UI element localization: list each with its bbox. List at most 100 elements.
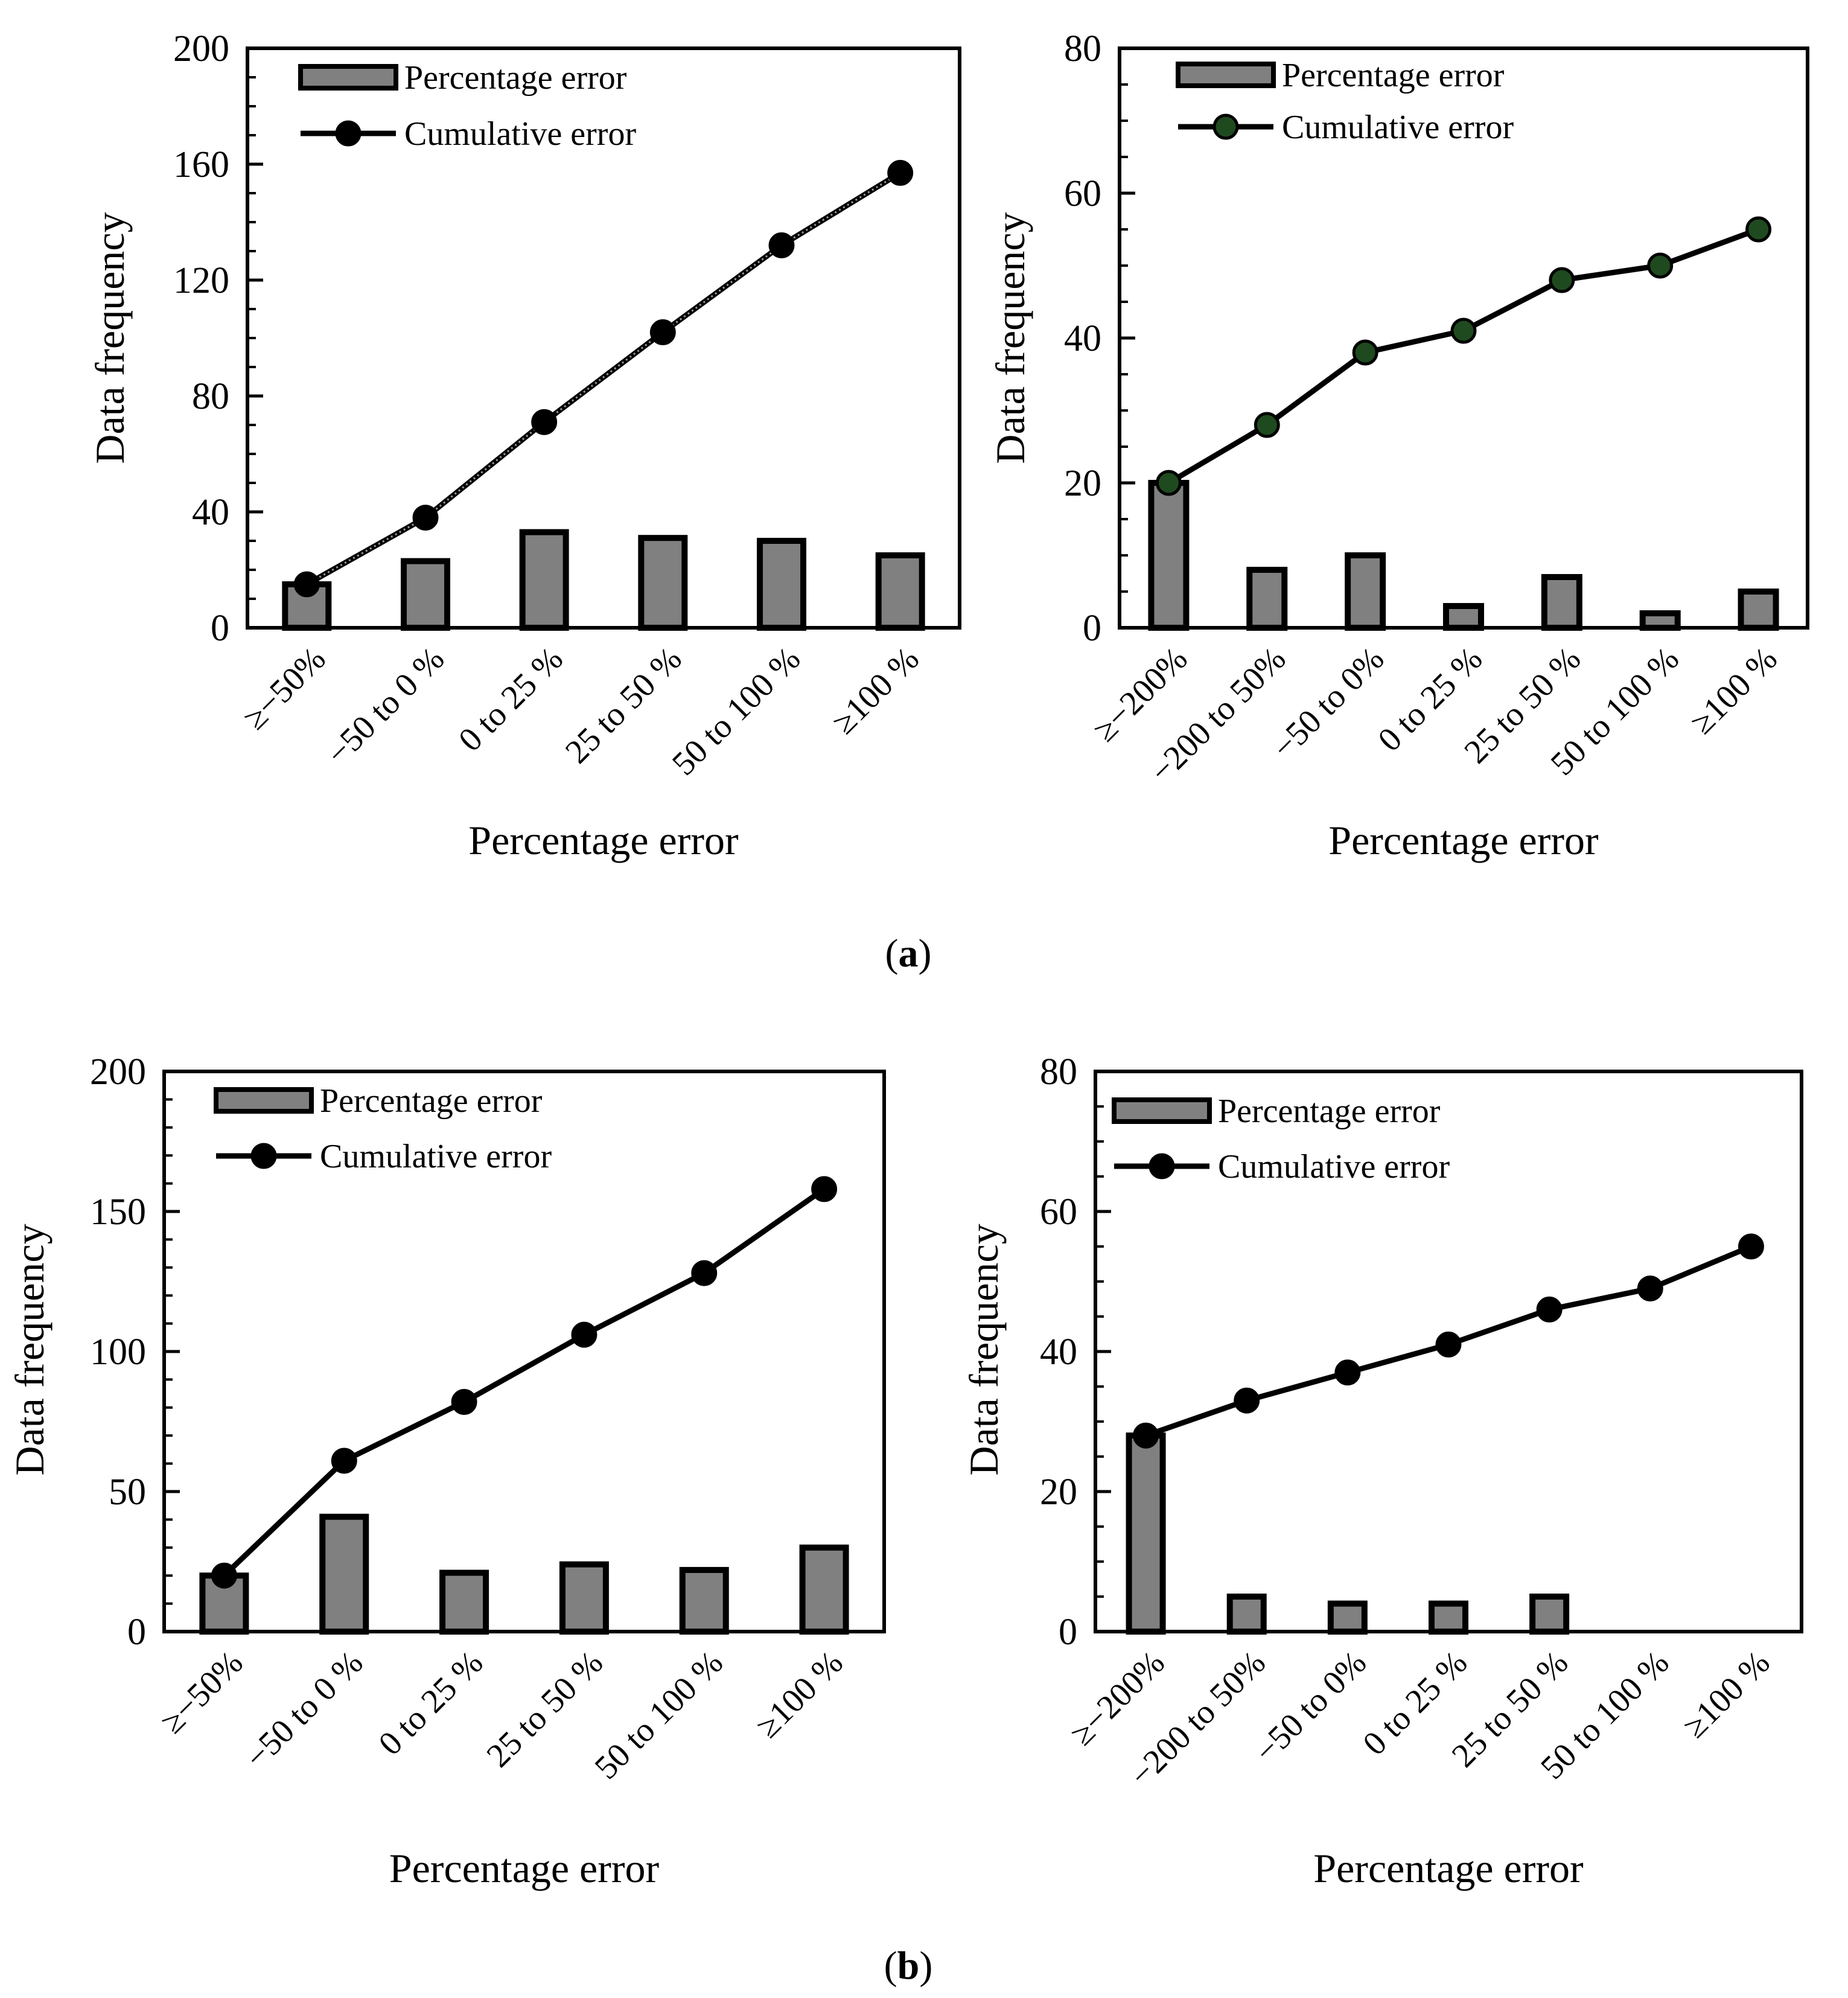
cumulative-point [211,1562,237,1589]
cumulative-point [1450,318,1477,344]
legend: Percentage error Cumulative error [214,1082,552,1175]
cumulative-point [1254,412,1280,438]
panel-label-b: (b) [884,1944,933,1988]
bar [519,529,569,631]
cumulative-point [1234,1387,1260,1414]
cumulative-point [1155,470,1182,496]
y-tick-label: 0 [127,1612,146,1653]
cumulative-point [331,1447,357,1474]
bar [559,1561,609,1635]
bar [1327,1600,1368,1635]
cumulative-point [293,571,320,598]
y-axis-title: Data frequency [7,1224,53,1475]
legend: Percentage error Cumulative error [1176,57,1514,146]
legend-label: Percentage error [1282,57,1505,94]
cumulative-point [1647,252,1674,279]
bar [1246,567,1288,631]
x-category-label: 0 to 25 % [451,640,570,759]
legend-label: Percentage error [1218,1093,1441,1130]
bar [875,552,925,631]
y-tick-label: 0 [211,608,229,649]
x-category-label: 50 to 100 % [665,640,808,782]
y-axis-title: Data frequency [961,1224,1007,1475]
cumulative-point [1133,1422,1159,1449]
bar [1529,1594,1570,1635]
legend-label: Cumulative error [320,1138,552,1175]
legend-label: Cumulative error [404,115,636,153]
x-category-label: ≥−50% [236,640,333,736]
x-axis-title: Percentage error [468,817,739,863]
bar [799,1544,849,1635]
y-axis-title: Data frequency [87,212,133,464]
cumulative-point [1334,1359,1361,1386]
legend-swatch-bar [298,64,398,91]
x-category-label: 25 to 50 % [480,1644,611,1775]
x-category-label: ≥−50% [153,1644,250,1740]
cumulative-point [1745,216,1772,243]
y-tick-label: 80 [1040,1052,1077,1093]
y-tick-label: 50 [109,1472,146,1513]
x-axis-title: Percentage error [1328,817,1599,863]
bar [1443,603,1484,631]
x-category-label: ≥100 % [749,1644,850,1745]
panel-label-a: (a) [885,931,932,975]
y-tick-label: 60 [1064,173,1101,214]
cumulative-point [1435,1331,1462,1358]
legend-swatch-bar [214,1087,314,1114]
x-category-label: −50 to 0% [1247,1644,1374,1770]
x-category-label: 0 to 25 % [372,1644,491,1763]
legend: Percentage error Cumulative error [298,59,636,153]
cumulative-point [1352,339,1378,366]
chart-b-left: 0 50 100 150 200 ≥−50%−50 to 0 % 0 to 25 %25 t… [7,1052,886,1891]
legend-swatch-marker [1212,113,1239,140]
y-tick-label: 150 [90,1192,146,1233]
cumulative-point [811,1176,838,1202]
cumulative-point [412,505,439,531]
legend: Percentage error Cumulative error [1112,1093,1450,1186]
legend-swatch-marker [335,120,362,147]
cumulative-line [305,170,902,587]
bar [1148,480,1190,631]
x-category-label: −50 to 0 % [238,1644,370,1776]
cumulative-point [691,1260,718,1286]
y-tick-label: 60 [1040,1192,1077,1233]
cumulative-point [451,1389,477,1416]
bar [1429,1600,1468,1635]
x-axis-title: Percentage error [389,1845,660,1891]
bar [319,1513,369,1635]
x-category-label: ≥100 % [1676,1644,1777,1745]
y-tick-label: 80 [192,376,229,417]
y-tick-label: 200 [173,28,229,69]
x-category-label: ≥100 % [1683,640,1785,741]
cumulative-point [768,232,795,258]
bar [679,1566,729,1635]
legend-swatch-marker [250,1143,277,1169]
y-tick-label: 0 [1083,608,1101,649]
bar [439,1569,489,1635]
cumulative-line-pattern [306,172,901,586]
bar [401,558,450,631]
y-tick-label: 40 [192,492,229,533]
cumulative-point [1549,267,1575,293]
legend-swatch-bar [1112,1097,1212,1124]
bar [1226,1594,1267,1635]
y-tick-label: 100 [90,1332,146,1373]
cumulative-point [1536,1296,1563,1323]
cumulative-point [531,409,558,435]
y-tick-label: 20 [1040,1472,1077,1513]
y-tick-label: 20 [1064,463,1101,504]
x-axis-title: Percentage error [1313,1845,1584,1891]
legend-label: Cumulative error [1282,109,1514,146]
bar [1541,574,1582,631]
bar [1345,552,1386,631]
y-tick-label: 80 [1064,28,1101,69]
legend-label: Cumulative error [1218,1148,1450,1186]
y-axis-title: Data frequency [987,212,1033,464]
x-category-label: ≥100 % [825,640,926,741]
cumulative-line [222,1187,826,1578]
bar [1639,610,1681,631]
bar [757,538,806,631]
